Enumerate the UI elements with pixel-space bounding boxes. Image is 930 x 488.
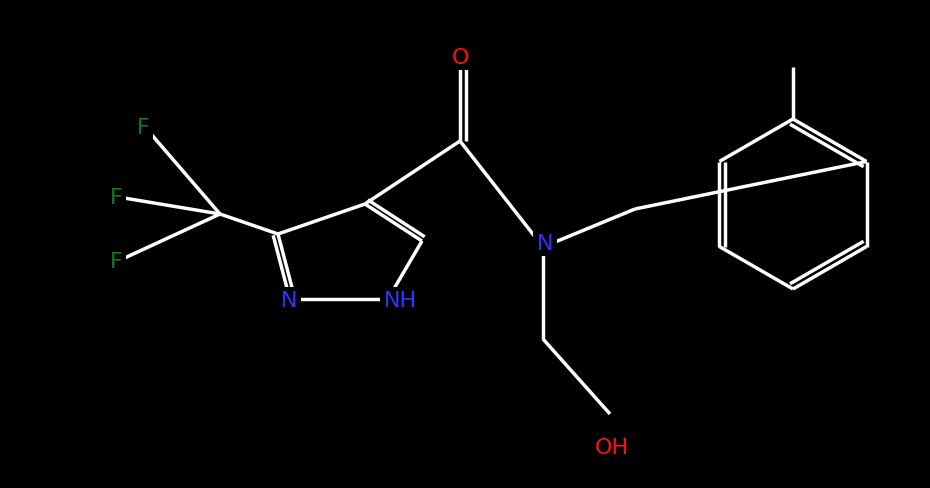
Text: F: F xyxy=(110,187,123,207)
Text: F: F xyxy=(110,251,123,271)
Text: N: N xyxy=(537,234,553,253)
Text: N: N xyxy=(281,290,298,310)
Text: O: O xyxy=(451,48,469,68)
Text: F: F xyxy=(137,118,150,138)
Text: NH: NH xyxy=(383,290,417,310)
Text: OH: OH xyxy=(595,437,629,457)
